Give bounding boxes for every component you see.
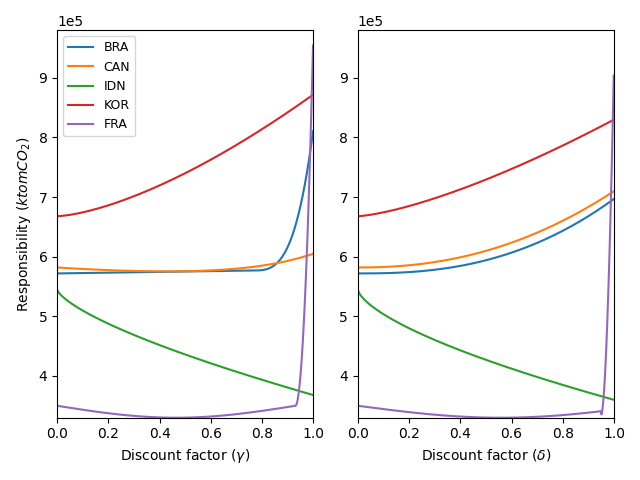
KOR [303, 96, 310, 102]
KOR [53, 213, 61, 219]
X-axis label: Discount factor ($\delta$): Discount factor ($\delta$) [420, 447, 551, 463]
CAN [303, 253, 311, 259]
FRA [175, 415, 183, 420]
IDN [175, 349, 182, 355]
KOR [175, 174, 182, 180]
FRA [206, 414, 214, 420]
Line: CAN: CAN [57, 254, 313, 271]
CAN [264, 262, 271, 268]
KOR [177, 173, 184, 179]
IDN [263, 378, 271, 384]
BRA [205, 268, 213, 274]
IDN [177, 350, 184, 356]
CAN [192, 268, 200, 274]
Line: BRA: BRA [57, 132, 313, 274]
CAN [309, 251, 317, 257]
CAN [206, 267, 214, 273]
FRA [53, 403, 61, 408]
IDN [309, 392, 317, 398]
CAN [164, 268, 172, 274]
BRA [53, 271, 61, 276]
Line: KOR: KOR [57, 95, 313, 216]
FRA [309, 43, 317, 48]
FRA [172, 415, 180, 420]
KOR [263, 123, 271, 129]
FRA [192, 414, 200, 420]
KOR [309, 92, 317, 97]
BRA [177, 269, 184, 275]
Line: IDN: IDN [57, 289, 313, 395]
CAN [177, 268, 184, 274]
Y-axis label: Responsibility ($ktomCO_2$): Responsibility ($ktomCO_2$) [15, 136, 33, 312]
Legend: BRA, CAN, IDN, KOR, FRA: BRA, CAN, IDN, KOR, FRA [63, 36, 135, 136]
KOR [205, 157, 213, 163]
CAN [53, 264, 61, 270]
IDN [192, 355, 200, 361]
BRA [175, 269, 182, 275]
BRA [309, 129, 317, 134]
IDN [205, 360, 213, 366]
BRA [263, 266, 271, 272]
FRA [264, 407, 271, 413]
IDN [53, 287, 61, 292]
BRA [192, 268, 200, 274]
KOR [192, 165, 200, 171]
IDN [303, 390, 310, 396]
Line: FRA: FRA [57, 46, 313, 418]
FRA [303, 236, 311, 241]
X-axis label: Discount factor ($\gamma$): Discount factor ($\gamma$) [120, 447, 250, 465]
FRA [177, 415, 184, 420]
BRA [303, 170, 310, 176]
CAN [175, 268, 183, 274]
